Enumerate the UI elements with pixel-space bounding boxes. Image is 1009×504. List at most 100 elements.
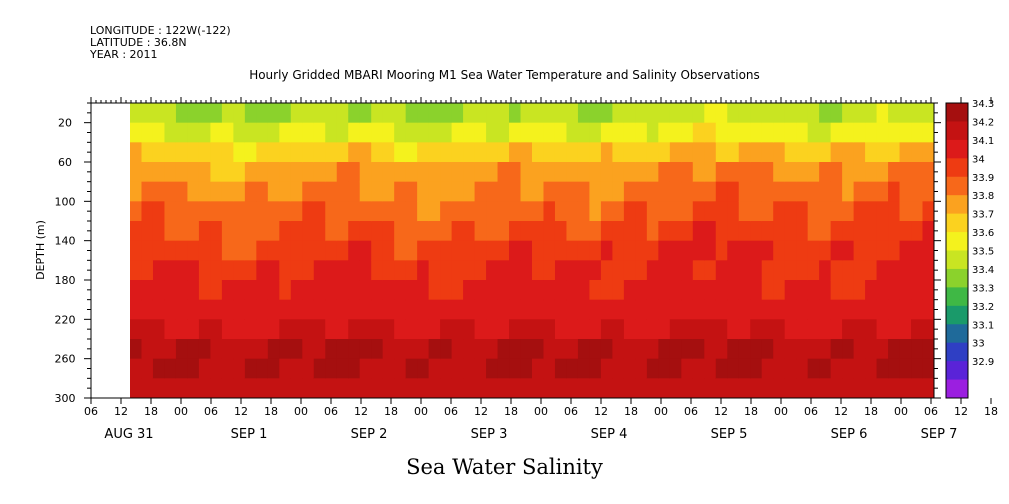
heatmap-cell	[727, 181, 740, 202]
heatmap-cell	[497, 162, 510, 183]
heatmap-cell	[577, 319, 591, 340]
heatmap-cell	[853, 221, 866, 242]
heatmap-cell	[865, 221, 878, 242]
heatmap-cell	[382, 162, 395, 183]
colorbar-label: 34.1	[972, 136, 994, 147]
heatmap-cell	[440, 339, 453, 360]
heatmap-cell	[463, 103, 476, 124]
heatmap-cell	[359, 142, 372, 163]
heatmap-cell	[646, 162, 659, 183]
heatmap-cell	[497, 280, 510, 301]
heatmap-cell	[899, 319, 912, 340]
heatmap-cell	[715, 260, 728, 281]
heatmap-cell	[130, 260, 143, 281]
heatmap-cell	[279, 201, 292, 222]
heatmap-cell	[865, 280, 878, 301]
heatmap-cell	[509, 280, 522, 301]
heatmap-cell	[692, 339, 705, 360]
heatmap-cell	[899, 221, 912, 242]
heatmap-cell	[796, 358, 809, 379]
heatmap-cell	[164, 339, 177, 360]
heatmap-cell	[554, 240, 568, 261]
heatmap-cell	[336, 339, 349, 360]
heatmap-cell	[704, 142, 717, 163]
heatmap-cell	[359, 201, 372, 222]
heatmap-cell	[486, 358, 499, 379]
heatmap-cell	[348, 122, 361, 143]
heatmap-cell	[635, 201, 648, 222]
heatmap-cell	[451, 103, 464, 124]
heatmap-cell	[175, 122, 189, 143]
heatmap-cell	[474, 201, 487, 222]
heatmap-cell	[796, 319, 809, 340]
heatmap-cell	[635, 280, 648, 301]
heatmap-cell	[210, 378, 223, 398]
heatmap-cell	[911, 378, 924, 398]
heatmap-cell	[692, 299, 705, 320]
heatmap-cell	[750, 358, 763, 379]
heatmap-cell	[428, 240, 441, 261]
heatmap-cell	[600, 319, 613, 340]
heatmap-cell	[773, 122, 786, 143]
heatmap-cell	[612, 142, 625, 163]
heatmap-cell	[256, 299, 269, 320]
x-tick-label: 06	[684, 405, 698, 418]
heatmap-cell	[543, 280, 556, 301]
heatmap-cell	[738, 260, 751, 281]
heatmap-cell	[922, 221, 934, 242]
heatmap-cell	[244, 378, 257, 398]
heatmap-cell	[532, 339, 545, 360]
heatmap-cell	[796, 142, 809, 163]
heatmap-cell	[382, 181, 395, 202]
heatmap-cell	[543, 260, 556, 281]
heatmap-cell	[589, 240, 602, 261]
heatmap-cell	[313, 339, 326, 360]
heatmap-cell	[842, 142, 855, 163]
heatmap-cell	[830, 339, 843, 360]
heatmap-cell	[348, 358, 361, 379]
heatmap-cell	[256, 339, 269, 360]
heatmap-cell	[577, 280, 591, 301]
heatmap-cell	[302, 358, 315, 379]
heatmap-cell	[784, 103, 797, 124]
heatmap-cell	[233, 162, 246, 183]
heatmap-cell	[359, 280, 372, 301]
heatmap-cell	[233, 103, 246, 124]
heatmap-cell	[554, 122, 568, 143]
heatmap-cell	[796, 181, 809, 202]
heatmap-cell	[290, 103, 303, 124]
heatmap-cell	[152, 221, 166, 242]
heatmap-cell	[382, 142, 395, 163]
heatmap-cell	[807, 339, 820, 360]
heatmap-cell	[853, 260, 866, 281]
heatmap-cell	[646, 181, 659, 202]
heatmap-cell	[876, 339, 889, 360]
heatmap-cell	[612, 181, 625, 202]
heatmap-cell	[451, 319, 464, 340]
x-tick-label: 18	[384, 405, 398, 418]
heatmap-cell	[922, 339, 934, 360]
heatmap-cell	[382, 378, 395, 398]
heatmap-cell	[279, 378, 292, 398]
heatmap-cell	[233, 358, 246, 379]
heatmap-cell	[819, 122, 832, 143]
heatmap-cell	[658, 162, 671, 183]
colorbar-label: 32.9	[972, 357, 994, 368]
heatmap-cell	[221, 240, 234, 261]
heatmap-cell	[888, 181, 901, 202]
heatmap-cell	[520, 299, 533, 320]
heatmap-cell	[474, 162, 487, 183]
heatmap-cell	[715, 221, 728, 242]
heatmap-cell	[279, 142, 292, 163]
heatmap-cell	[600, 299, 613, 320]
heatmap-cell	[302, 240, 315, 261]
heatmap-cell	[807, 103, 820, 124]
heatmap-cell	[750, 260, 763, 281]
heatmap-cell	[600, 339, 613, 360]
heatmap-cell	[876, 280, 889, 301]
colorbar-label: 34	[972, 154, 985, 165]
heatmap-cell	[221, 162, 234, 183]
heatmap-cell	[152, 299, 166, 320]
heatmap-cell	[922, 162, 934, 183]
heatmap-cell	[497, 221, 510, 242]
